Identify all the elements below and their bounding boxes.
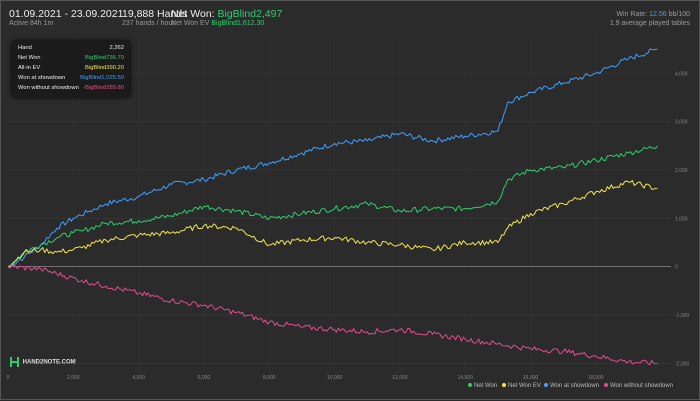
net-won-label: Net Won: bbox=[171, 8, 215, 20]
series-line bbox=[7, 48, 658, 268]
net-won-value: BigBlind2,497 bbox=[217, 8, 283, 20]
x-tick-label: 18,000 bbox=[588, 375, 604, 381]
win-rate-value: 12.56 bbox=[649, 11, 667, 18]
legend-item-won-at-showdown[interactable]: Won at showdown bbox=[544, 383, 599, 389]
win-rate-unit: bb/100 bbox=[668, 11, 690, 18]
logo-text: HAND2NOTE.COM bbox=[22, 359, 76, 366]
hands-per-hour: 237 hands / hour bbox=[122, 20, 175, 27]
x-tick-label: 2,000 bbox=[67, 375, 80, 381]
tooltip-value: 2,262 bbox=[109, 45, 124, 51]
legend-label: Won at showdown bbox=[550, 383, 599, 389]
stats-header: 01.09.2021 - 23.09.2021 Active 84h 1m 19… bbox=[1, 1, 700, 33]
tooltip-value: -BigBlind289.80 bbox=[83, 85, 124, 91]
hand2note-logo-icon bbox=[10, 357, 19, 367]
x-tick-label: 8,000 bbox=[263, 375, 276, 381]
win-rate-label: Win Rate: bbox=[616, 11, 648, 18]
x-tick-label: 10,000 bbox=[327, 375, 343, 381]
y-tick-label: 4,000 bbox=[675, 71, 688, 77]
x-tick-label: 6,000 bbox=[198, 375, 211, 381]
series-line bbox=[7, 180, 658, 268]
legend-dot-icon bbox=[468, 383, 472, 388]
tooltip-row: Won at showdown BigBlind1,025.50 bbox=[18, 75, 124, 85]
hand2note-logo: HAND2NOTE.COM bbox=[10, 357, 76, 367]
tooltip-label: Net Won bbox=[18, 55, 41, 61]
tooltip-label: Won at showdown bbox=[18, 75, 66, 81]
x-tick-label: 0 bbox=[7, 375, 10, 381]
y-tick-label: 0 bbox=[675, 265, 678, 271]
legend-item-won-without-showdown[interactable]: Won without showdown bbox=[604, 383, 673, 389]
y-tick-label: 2,000 bbox=[675, 168, 688, 174]
active-time: Active 84h 1m bbox=[9, 20, 54, 27]
date-range[interactable]: 01.09.2021 - 23.09.2021 bbox=[9, 8, 124, 20]
legend-label: Won without showdown bbox=[610, 383, 673, 389]
series-line bbox=[7, 145, 658, 268]
win-rate: Win Rate: 12.56 bb/100 bbox=[616, 11, 690, 18]
y-tick-label: 1,000 bbox=[675, 216, 688, 222]
tooltip-label: Won without showdown bbox=[18, 85, 79, 91]
average-tables: 1.9 average played tables bbox=[609, 20, 690, 27]
legend-item-net-won-ev[interactable]: Net Won EV bbox=[502, 383, 541, 389]
legend-dot-icon bbox=[544, 383, 548, 388]
y-tick-label: -2,000 bbox=[675, 361, 689, 367]
x-tick-label: 16,000 bbox=[523, 375, 539, 381]
legend-dot-icon bbox=[502, 383, 506, 388]
legend-label: Net Won EV bbox=[508, 383, 541, 389]
legend-label: Net Won bbox=[474, 383, 498, 389]
x-tick-label: 4,000 bbox=[132, 375, 145, 381]
net-won-ev: Net Won EV BigBlind1,612.30 bbox=[171, 20, 264, 27]
y-tick-label: -1,000 bbox=[675, 313, 689, 319]
tooltip-row: Won without showdown -BigBlind289.80 bbox=[18, 85, 124, 95]
x-axis-ticks: 0 2,000 4,000 6,000 8,000 10,000 12,000 14,000 1… bbox=[7, 375, 604, 381]
tooltip-row: Hand 2,262 bbox=[18, 45, 124, 55]
tooltip-row: Net Won BigBlind736.70 bbox=[18, 55, 124, 65]
y-axis-ticks: -2,000 -1,000 0 1,000 2,000 3,000 4,000 bbox=[675, 71, 689, 367]
net-won-ev-label: Net Won EV bbox=[171, 20, 210, 27]
hands-count: 19,888 Hands bbox=[122, 8, 188, 20]
tooltip-value: BigBlind736.70 bbox=[85, 55, 124, 61]
tooltip-value: BigBlind390.20 bbox=[85, 65, 124, 71]
y-tick-label: 3,000 bbox=[675, 120, 688, 126]
x-tick-label: 12,000 bbox=[392, 375, 408, 381]
legend-dot-icon bbox=[604, 383, 608, 388]
net-won: Net Won: BigBlind2,497 bbox=[171, 8, 282, 20]
hover-tooltip: Hand 2,262 Net Won BigBlind736.70 All-in… bbox=[12, 41, 130, 97]
tooltip-label: All-in EV bbox=[18, 65, 41, 71]
legend-item-net-won[interactable]: Net Won bbox=[468, 383, 497, 389]
tooltip-row: All-in EV BigBlind390.20 bbox=[18, 65, 124, 75]
tooltip-value: BigBlind1,025.50 bbox=[80, 75, 124, 81]
net-won-ev-value: BigBlind1,612.30 bbox=[211, 20, 265, 27]
tooltip-label: Hand bbox=[18, 45, 32, 51]
x-tick-label: 14,000 bbox=[458, 375, 474, 381]
series-line bbox=[7, 264, 658, 366]
series-lines bbox=[7, 48, 658, 366]
